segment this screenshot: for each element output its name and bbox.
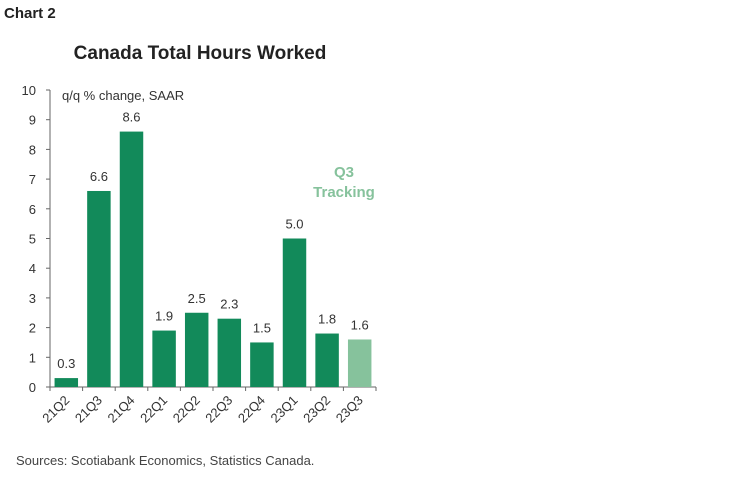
bar-21Q4: [119, 131, 144, 387]
data-label-23Q3: 1.6: [351, 317, 369, 332]
y-tick-label: 1: [29, 350, 36, 365]
bar-22Q1: [152, 330, 176, 387]
bar-23Q1: [282, 238, 307, 387]
bar-22Q3: [217, 318, 242, 387]
x-tick-label: 23Q3: [333, 393, 366, 426]
y-tick-label: 2: [29, 321, 36, 336]
y-axis: 0 1 2 3 4 5 6 7 8 9 10: [22, 83, 51, 395]
bar-22Q4: [250, 342, 274, 387]
data-labels: 0.3 6.6 8.6 1.9 2.5 2.3 1.5 5.0 1.8 1.6: [57, 110, 368, 372]
data-label-21Q2: 0.3: [57, 356, 75, 371]
y-tick-label: 3: [29, 291, 36, 306]
bar-22Q2: [184, 312, 209, 387]
data-label-22Q4: 1.5: [253, 320, 271, 335]
data-label-22Q2: 2.5: [188, 291, 206, 306]
x-tick-label: 21Q3: [72, 393, 105, 426]
x-tick-label: 22Q3: [202, 393, 235, 426]
data-label-23Q2: 1.8: [318, 312, 336, 327]
y-tick-label: 7: [29, 172, 36, 187]
bar-21Q2: [54, 378, 79, 387]
data-label-21Q3: 6.6: [90, 169, 108, 184]
y-tick-label: 10: [22, 83, 36, 98]
bar-23Q2: [315, 333, 339, 387]
bar-23Q3: [347, 339, 372, 387]
chart-label: Chart 2: [4, 5, 56, 22]
tracking-annotation-line2: Tracking: [313, 184, 375, 201]
tracking-annotation-line1: Q3: [334, 164, 354, 181]
x-tick-label: 22Q4: [235, 393, 268, 426]
y-tick-label: 4: [29, 261, 36, 276]
x-tick-label: 22Q2: [170, 393, 203, 426]
bar-21Q3: [87, 190, 111, 387]
x-tick-label: 22Q1: [137, 393, 170, 426]
source-note: Sources: Scotiabank Economics, Statistic…: [16, 453, 315, 468]
y-tick-label: 6: [29, 202, 36, 217]
bars: [54, 131, 372, 387]
unit-label: q/q % change, SAAR: [62, 88, 184, 103]
x-tick-label: 23Q2: [300, 393, 333, 426]
y-tick-label: 5: [29, 232, 36, 247]
chart-title: Canada Total Hours Worked: [73, 43, 327, 64]
y-tick-label: 8: [29, 142, 36, 157]
x-tick-label: 21Q4: [105, 393, 138, 426]
x-tick-label: 23Q1: [268, 393, 301, 426]
y-tick-label: 0: [29, 380, 36, 395]
data-label-23Q1: 5.0: [285, 217, 303, 232]
data-label-21Q4: 8.6: [122, 110, 140, 125]
x-axis: 21Q2 21Q3 21Q4 22Q1 22Q2 22Q3 22Q4 23Q1 23Q2 23Q3: [39, 386, 377, 426]
y-tick-label: 9: [29, 113, 36, 128]
data-label-22Q3: 2.3: [220, 297, 238, 312]
data-label-22Q1: 1.9: [155, 309, 173, 324]
x-tick-label: 21Q2: [39, 393, 72, 426]
